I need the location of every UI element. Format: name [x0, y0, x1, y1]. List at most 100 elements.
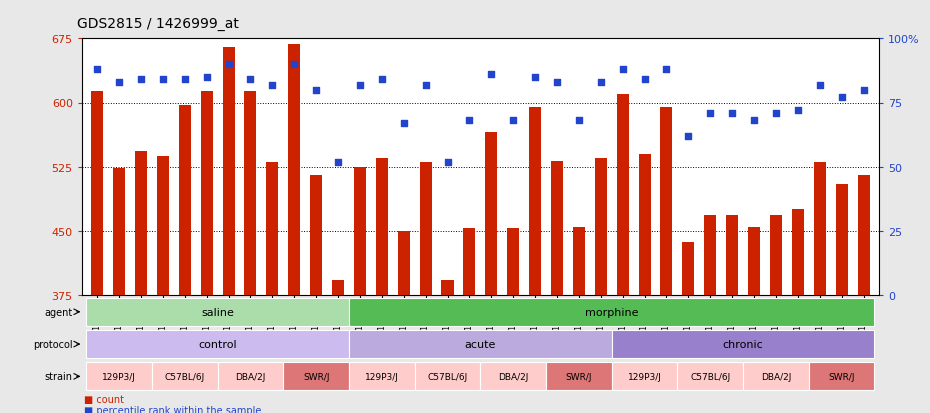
- Bar: [354, 167, 365, 295]
- Point: [812, 82, 827, 89]
- Text: SWR/J: SWR/J: [565, 372, 592, 381]
- Bar: [809, 363, 874, 390]
- Bar: [419, 163, 432, 295]
- Point: [462, 118, 477, 124]
- Bar: [612, 330, 874, 358]
- Text: SWR/J: SWR/J: [829, 372, 855, 381]
- Text: DBA/2J: DBA/2J: [235, 372, 266, 381]
- Point: [352, 82, 367, 89]
- Text: 129P3/J: 129P3/J: [628, 372, 661, 381]
- Bar: [376, 159, 388, 295]
- Bar: [595, 159, 606, 295]
- Bar: [704, 216, 716, 295]
- Text: GDS2815 / 1426999_at: GDS2815 / 1426999_at: [77, 17, 239, 31]
- Text: C57BL/6J: C57BL/6J: [428, 372, 468, 381]
- Point: [506, 118, 521, 124]
- Point: [593, 79, 608, 86]
- Bar: [463, 229, 475, 295]
- Bar: [748, 227, 760, 295]
- Bar: [310, 176, 322, 295]
- Text: 129P3/J: 129P3/J: [102, 372, 136, 381]
- Bar: [442, 280, 454, 295]
- Text: SWR/J: SWR/J: [303, 372, 329, 381]
- Text: ■ count: ■ count: [84, 394, 124, 404]
- Point: [221, 62, 236, 68]
- Bar: [814, 163, 826, 295]
- Bar: [551, 161, 563, 295]
- Bar: [639, 154, 651, 295]
- Bar: [573, 227, 585, 295]
- Bar: [683, 242, 695, 295]
- Text: strain: strain: [45, 371, 73, 382]
- Bar: [770, 216, 782, 295]
- Bar: [218, 363, 284, 390]
- Point: [112, 79, 126, 86]
- Bar: [86, 363, 152, 390]
- Point: [375, 77, 390, 83]
- Bar: [529, 107, 541, 295]
- Bar: [201, 92, 213, 295]
- Point: [484, 72, 498, 78]
- Bar: [349, 330, 612, 358]
- Point: [440, 159, 455, 166]
- Point: [309, 87, 324, 94]
- Text: saline: saline: [201, 307, 234, 317]
- Bar: [415, 363, 480, 390]
- Text: C57BL/6J: C57BL/6J: [690, 372, 730, 381]
- Point: [396, 121, 411, 127]
- Bar: [546, 363, 612, 390]
- Bar: [349, 363, 415, 390]
- Bar: [677, 363, 743, 390]
- Text: ■ percentile rank within the sample: ■ percentile rank within the sample: [84, 405, 261, 413]
- Text: morphine: morphine: [585, 307, 639, 317]
- Point: [330, 159, 345, 166]
- Point: [243, 77, 258, 83]
- Point: [834, 95, 849, 102]
- Point: [178, 77, 193, 83]
- Text: DBA/2J: DBA/2J: [498, 372, 528, 381]
- Bar: [245, 92, 257, 295]
- Bar: [743, 363, 809, 390]
- Bar: [288, 45, 300, 295]
- Point: [265, 82, 280, 89]
- Bar: [113, 169, 125, 295]
- Bar: [284, 363, 349, 390]
- Text: DBA/2J: DBA/2J: [761, 372, 791, 381]
- Bar: [91, 92, 103, 295]
- Point: [199, 74, 214, 81]
- Text: protocol: protocol: [33, 339, 73, 349]
- Text: agent: agent: [44, 307, 73, 317]
- Bar: [222, 48, 234, 295]
- Bar: [836, 184, 847, 295]
- Bar: [179, 106, 191, 295]
- Bar: [266, 163, 278, 295]
- Bar: [726, 216, 738, 295]
- Text: chronic: chronic: [723, 339, 764, 349]
- Point: [659, 66, 674, 73]
- Point: [724, 110, 739, 117]
- Point: [286, 62, 301, 68]
- Bar: [857, 176, 870, 295]
- Point: [747, 118, 762, 124]
- Point: [790, 108, 805, 114]
- Bar: [349, 298, 874, 326]
- Point: [418, 82, 433, 89]
- Point: [616, 66, 631, 73]
- Point: [571, 118, 586, 124]
- Point: [857, 87, 871, 94]
- Bar: [791, 210, 804, 295]
- Bar: [507, 229, 519, 295]
- Bar: [660, 107, 672, 295]
- Bar: [398, 231, 410, 295]
- Point: [637, 77, 652, 83]
- Bar: [135, 152, 147, 295]
- Bar: [332, 280, 344, 295]
- Text: acute: acute: [465, 339, 496, 349]
- Bar: [152, 363, 218, 390]
- Point: [550, 79, 565, 86]
- Point: [768, 110, 783, 117]
- Point: [89, 66, 104, 73]
- Text: control: control: [198, 339, 237, 349]
- Point: [155, 77, 170, 83]
- Bar: [86, 298, 349, 326]
